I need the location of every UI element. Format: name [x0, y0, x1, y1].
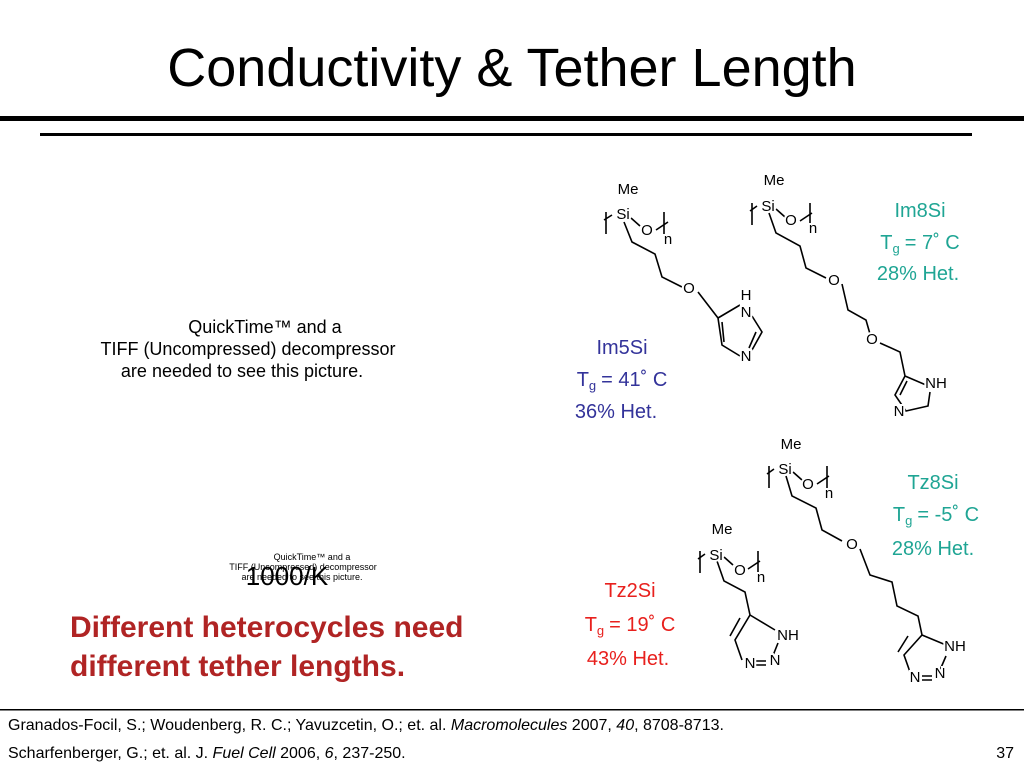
compound-het: 43% Het. — [587, 648, 669, 670]
atom-label: Me — [781, 436, 802, 453]
compound-name: Im5Si — [596, 337, 647, 359]
compound-name: Tz2Si — [604, 580, 655, 602]
compound-tg: Tg = -5˚ C — [893, 504, 979, 528]
placeholder-line: are needed to see this picture. — [241, 572, 362, 582]
tg-symbol: T — [577, 369, 589, 391]
rule-thin — [40, 133, 972, 136]
compound-name: Tz8Si — [907, 472, 958, 494]
placeholder-line: are needed to see this picture. — [121, 361, 363, 381]
tg-subscript: g — [589, 378, 596, 393]
atom-label: N — [894, 403, 905, 420]
compound-tz8si: Tz8Si Tg = -5˚ C 28% Het. — [892, 472, 979, 560]
placeholder-line: QuickTime™ and a — [274, 552, 351, 562]
rule-thick — [0, 116, 1024, 121]
ref-part: Scharfenberger, G.; et. al. J. — [8, 745, 213, 762]
atom-label: Si — [709, 547, 722, 564]
tg-value: = -5˚ C — [917, 504, 979, 526]
overlay-label: 1000/K — [246, 561, 329, 591]
ref-part: 2007, — [567, 717, 616, 734]
atom-label: N — [770, 652, 781, 669]
placeholder-line: QuickTime™ and a — [188, 317, 342, 337]
atom-label: NH — [777, 627, 799, 644]
atom-label: O — [641, 222, 653, 239]
conclusion-line: Different heterocycles need — [70, 611, 463, 644]
atom-label: Si — [778, 461, 791, 478]
slide-title: Conductivity & Tether Length — [167, 38, 856, 98]
atom-label: N — [935, 665, 946, 682]
ref-volume: 40 — [616, 717, 634, 734]
atom-label: O — [802, 476, 814, 493]
ref-journal: Fuel Cell — [213, 745, 277, 762]
tg-symbol: T — [585, 614, 597, 636]
bonds — [603, 203, 947, 681]
atom-label: N — [745, 655, 756, 672]
structure-tz8si: Me Si O n O NH N N — [776, 434, 968, 688]
atom-label: Si — [761, 198, 774, 215]
tg-value: = 7˚ C — [905, 232, 960, 254]
compound-tg: Tg = 41˚ C — [577, 369, 668, 393]
tg-subscript: g — [905, 513, 912, 528]
ref-part: , 8708-8713. — [634, 717, 724, 734]
compound-tg: Tg = 7˚ C — [880, 232, 959, 256]
atom-label: Me — [764, 172, 785, 189]
placeholder-large: QuickTime™ and a TIFF (Uncompressed) dec… — [100, 317, 395, 381]
atom-label: N — [910, 669, 921, 686]
atom-label: n — [664, 231, 672, 248]
atom-label: n — [825, 485, 833, 502]
tg-symbol: T — [893, 504, 905, 526]
atom-label: NH — [944, 638, 966, 655]
structure-im8si: Me Si O n O O NH N — [759, 170, 949, 422]
atom-label: N — [741, 348, 752, 365]
atom-label: O — [734, 562, 746, 579]
rule-footer — [0, 709, 1024, 711]
reference: Granados-Focil, S.; Woudenberg, R. C.; Y… — [8, 717, 724, 734]
compound-het: 36% Het. — [575, 401, 657, 423]
placeholder-small: QuickTime™ and a TIFF (Uncompressed) dec… — [229, 552, 377, 582]
atom-label: N — [741, 304, 752, 321]
atom-label: O — [683, 280, 695, 297]
ref-part: Granados-Focil, S.; Woudenberg, R. C.; Y… — [8, 717, 451, 734]
atom-label: O — [846, 536, 858, 553]
tg-subscript: g — [892, 241, 899, 256]
compound-im5si: Im5Si Tg = 41˚ C 36% Het. — [575, 337, 667, 423]
placeholder-line: TIFF (Uncompressed) decompressor — [100, 339, 395, 359]
tg-value: = 41˚ C — [601, 369, 667, 391]
atom-label: H — [741, 287, 752, 304]
tg-value: = 19˚ C — [609, 614, 675, 636]
tg-symbol: T — [880, 232, 892, 254]
atom-label: n — [757, 569, 765, 586]
atom-label: O — [866, 331, 878, 348]
compound-tg: Tg = 19˚ C — [585, 614, 676, 638]
atom-label: Si — [616, 206, 629, 223]
reference: Scharfenberger, G.; et. al. J. Fuel Cell… — [8, 745, 406, 762]
conclusion-line: different tether lengths. — [70, 650, 405, 683]
conclusion: Different heterocycles need different te… — [70, 611, 463, 683]
atom-label: Me — [712, 521, 733, 538]
tg-subscript: g — [597, 623, 604, 638]
ref-volume: 6 — [325, 745, 334, 762]
page-number: 37 — [996, 745, 1014, 762]
ref-part: , 237-250. — [334, 745, 406, 762]
ref-journal: Macromolecules — [451, 717, 567, 734]
structure-im5si: Me Si O n O H N N — [614, 179, 753, 367]
compound-tz2si: Tz2Si Tg = 19˚ C 43% Het. — [585, 580, 676, 670]
references: Granados-Focil, S.; Woudenberg, R. C.; Y… — [8, 717, 1014, 762]
compound-name: Im8Si — [894, 200, 945, 222]
ref-part: 2006, — [276, 745, 325, 762]
structure-tz2si: Me Si O n NH N N — [707, 519, 801, 674]
placeholder-line: TIFF (Uncompressed) decompressor — [229, 562, 377, 572]
atom-label: Me — [618, 181, 639, 198]
compound-het: 28% Het. — [892, 538, 974, 560]
atom-label: O — [828, 272, 840, 289]
compound-im8si: Im8Si Tg = 7˚ C 28% Het. — [877, 200, 960, 285]
atom-label: NH — [925, 375, 947, 392]
compound-het: 28% Het. — [877, 263, 959, 285]
atom-label: n — [809, 220, 817, 237]
atom-label: O — [785, 212, 797, 229]
